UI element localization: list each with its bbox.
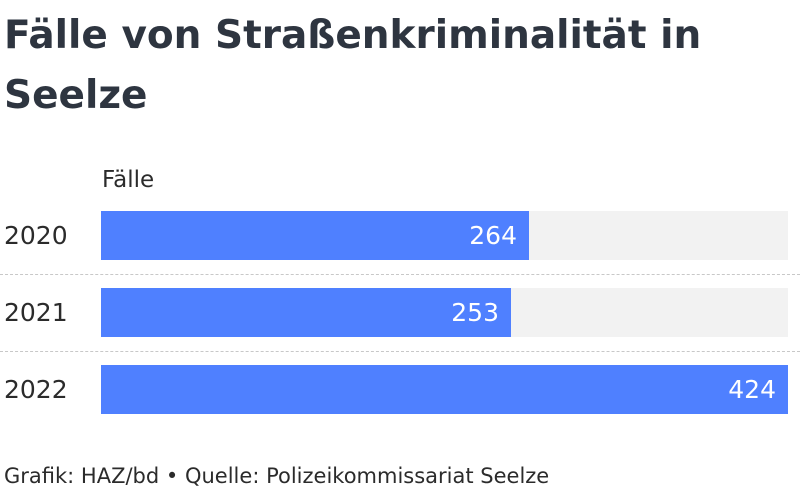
category-label: 2021: [4, 297, 68, 327]
bar-value-label: 264: [469, 221, 517, 250]
source-footer: Grafik: HAZ/bd • Quelle: Polizeikommissa…: [4, 461, 549, 491]
chart-title: Fälle von Straßenkriminalität in Seelze: [4, 13, 702, 118]
bar-2021: 253: [101, 288, 511, 337]
source-credit: Quelle: Polizeikommissariat Seelze: [184, 464, 550, 488]
row-divider: [0, 274, 800, 275]
bar-value-label: 253: [451, 298, 499, 327]
separator-dot: •: [165, 464, 179, 488]
bar-track: 253: [101, 288, 788, 337]
bar-2022: 424: [101, 365, 788, 414]
category-label: 2020: [4, 220, 68, 250]
bar-2020: 264: [101, 211, 529, 260]
bar-value-label: 424: [728, 375, 776, 404]
graphic-credit: Grafik: HAZ/bd: [4, 464, 160, 488]
bar-track: 424: [101, 365, 788, 414]
bar-track: 264: [101, 211, 788, 260]
category-label: 2022: [4, 374, 68, 404]
value-column-header: Fälle: [102, 167, 155, 193]
row-divider: [0, 351, 800, 352]
